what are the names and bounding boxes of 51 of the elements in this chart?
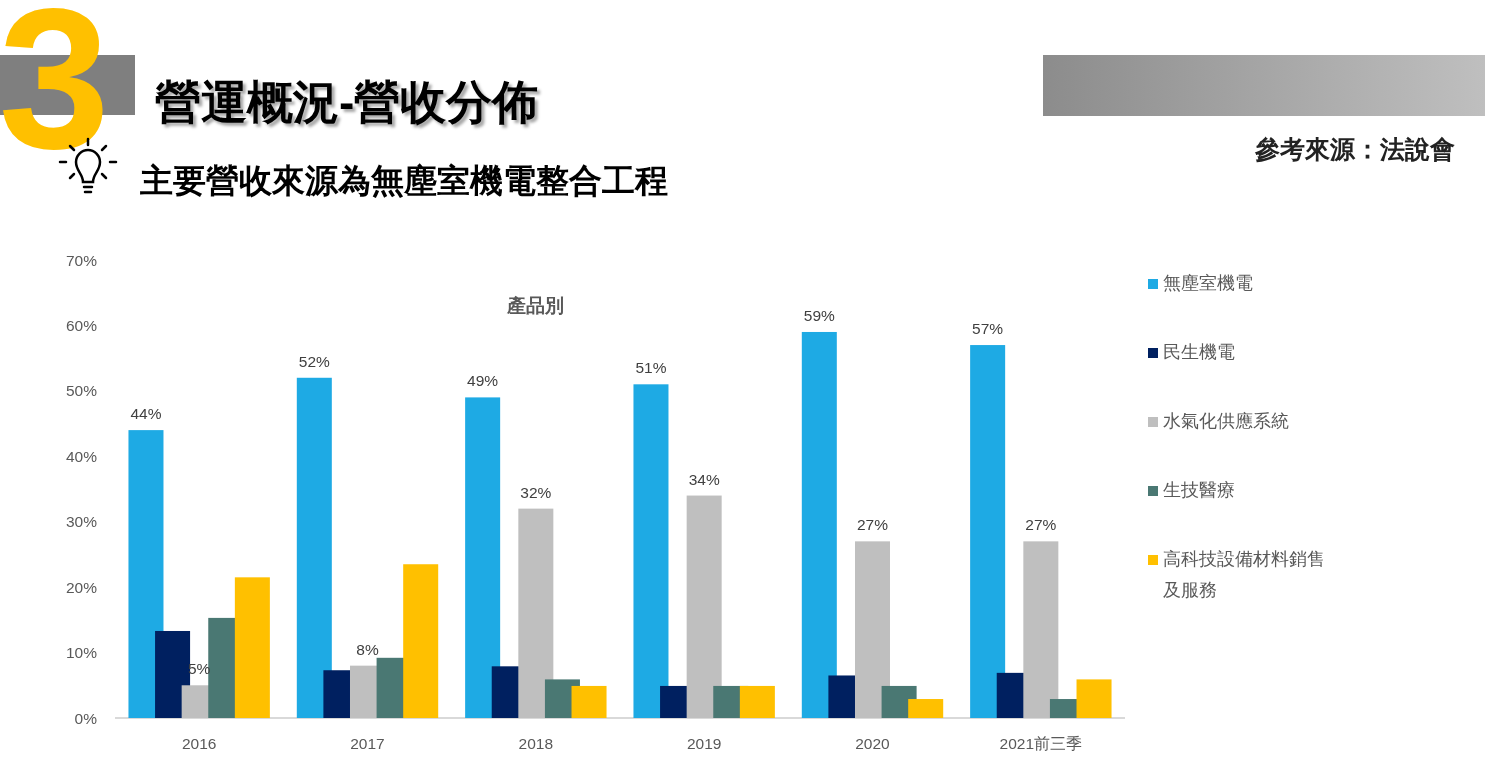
data-label: 51% bbox=[635, 359, 667, 377]
y-tick-label: 40% bbox=[65, 447, 98, 465]
legend-label: 水氣化供應系統 bbox=[1163, 411, 1289, 431]
bar bbox=[854, 541, 891, 718]
bar bbox=[801, 331, 837, 718]
x-tick-label: 2021前三季 bbox=[999, 735, 1083, 752]
bar bbox=[970, 345, 1006, 718]
data-label: 59% bbox=[803, 306, 836, 324]
x-tick-label: 2017 bbox=[350, 735, 385, 752]
bar bbox=[1023, 541, 1059, 718]
x-tick-label: 2019 bbox=[686, 735, 722, 752]
y-tick-label: 10% bbox=[65, 644, 98, 662]
x-tick-label: 2018 bbox=[518, 735, 554, 752]
chart-title: 營運概況-營收分佈 bbox=[155, 76, 539, 128]
y-tick-label: 50% bbox=[65, 382, 98, 400]
bar bbox=[155, 630, 191, 718]
legend-label: 無塵室機電 bbox=[1163, 273, 1253, 293]
x-tick-label: 2020 bbox=[855, 735, 891, 752]
data-label: 32% bbox=[520, 483, 552, 501]
bar bbox=[403, 564, 439, 718]
y-tick-label: 0% bbox=[74, 709, 98, 727]
bar bbox=[128, 430, 164, 718]
bar bbox=[234, 577, 270, 718]
y-tick-label: 70% bbox=[65, 251, 98, 269]
bar bbox=[1076, 679, 1112, 718]
data-label: 49% bbox=[467, 372, 499, 390]
data-label: 34% bbox=[688, 470, 720, 488]
bar bbox=[908, 699, 944, 718]
data-label: 8% bbox=[356, 640, 379, 658]
bar bbox=[571, 685, 607, 718]
bar bbox=[465, 397, 501, 718]
data-label: 44% bbox=[130, 405, 162, 423]
legend-label: 高科技設備材料銷售及服務 bbox=[1163, 549, 1325, 600]
bar bbox=[518, 508, 554, 718]
y-tick-label: 20% bbox=[65, 578, 98, 596]
bar bbox=[633, 384, 669, 718]
legend-label: 民生機電 bbox=[1163, 342, 1235, 362]
data-label: 27% bbox=[1025, 516, 1057, 534]
y-tick-label: 60% bbox=[65, 316, 98, 334]
chart-subtitle: 主要營收來源為無塵室機電整合工程 bbox=[139, 162, 668, 199]
x-tick-label: 2016 bbox=[181, 735, 217, 752]
y-tick-label: 30% bbox=[65, 513, 98, 531]
data-label: 52% bbox=[298, 352, 331, 370]
data-label: 57% bbox=[972, 320, 1004, 338]
bar bbox=[296, 377, 332, 718]
data-label: 27% bbox=[856, 516, 889, 534]
legend-label: 生技醫療 bbox=[1163, 480, 1235, 500]
bar bbox=[686, 495, 722, 718]
text: 參考來源：法說會 bbox=[1254, 135, 1455, 163]
bar bbox=[739, 685, 775, 718]
annotation: 產品別 bbox=[505, 295, 564, 316]
